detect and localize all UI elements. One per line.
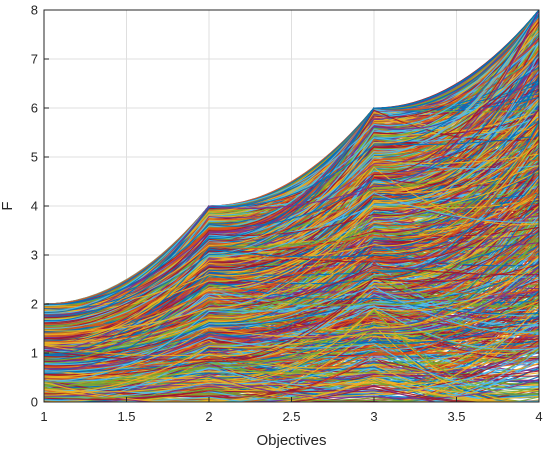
series-line <box>44 164 539 344</box>
series-line <box>44 10 539 317</box>
series-line <box>44 349 539 402</box>
series-line <box>44 207 539 355</box>
x-tick-label: 3.5 <box>447 409 465 424</box>
series-line <box>44 124 539 344</box>
series-line <box>44 189 539 329</box>
series-line <box>44 55 539 325</box>
y-tick-label: 0 <box>31 395 38 410</box>
series-line <box>44 170 539 336</box>
series-line <box>44 266 539 372</box>
series-line <box>44 373 539 397</box>
series-line <box>44 337 539 390</box>
series-line <box>44 300 539 377</box>
y-tick-label: 3 <box>31 248 38 263</box>
series-line <box>44 141 539 365</box>
series-line <box>44 10 539 305</box>
series-line <box>44 56 539 314</box>
series-line <box>44 128 539 345</box>
x-tick-label: 1.5 <box>117 409 135 424</box>
series-line <box>44 309 539 395</box>
series-line <box>44 321 539 398</box>
series-line <box>44 348 539 402</box>
x-tick-label: 3 <box>370 409 377 424</box>
series-line <box>44 285 539 382</box>
series-line <box>44 232 539 361</box>
series-line <box>44 189 539 337</box>
series-line <box>44 346 539 392</box>
x-axis-label: Objectives <box>256 432 326 449</box>
x-tick-label: 2.5 <box>282 409 300 424</box>
series-line <box>44 141 539 329</box>
series-line <box>44 293 539 374</box>
x-tick-label: 2 <box>205 409 212 424</box>
series-line <box>44 263 539 393</box>
series-line <box>44 271 539 370</box>
series-line <box>44 264 539 340</box>
y-tick-label: 7 <box>31 52 38 67</box>
series-line <box>44 121 539 360</box>
y-axis-label: F <box>0 201 16 210</box>
series-line <box>44 263 539 377</box>
y-tick-label: 8 <box>31 3 38 18</box>
series-line <box>44 135 539 344</box>
series-line <box>44 68 539 317</box>
series-line <box>44 357 539 399</box>
series-line <box>44 228 539 383</box>
series-line <box>44 401 539 402</box>
series-line <box>44 10 539 312</box>
series-lines <box>44 10 539 402</box>
x-tick-label: 4 <box>535 409 542 424</box>
series-line <box>44 10 539 322</box>
series-line <box>44 10 539 322</box>
x-tick-label: 1 <box>40 409 47 424</box>
series-line <box>44 10 539 317</box>
series-line <box>44 192 539 329</box>
y-tick-label: 5 <box>31 150 38 165</box>
series-line <box>44 269 539 360</box>
series-line <box>44 10 539 312</box>
y-ticks: 0 1 2 3 4 5 6 7 8 <box>31 3 49 410</box>
series-line <box>44 302 539 371</box>
series-line <box>44 51 539 305</box>
series-line <box>44 297 539 356</box>
y-tick-label: 6 <box>31 101 38 116</box>
series-line <box>44 166 539 355</box>
series-line <box>44 401 539 402</box>
series-line <box>44 135 539 316</box>
series-line <box>44 10 539 308</box>
series-line <box>44 244 539 369</box>
series-line <box>44 142 539 332</box>
y-tick-label: 1 <box>31 346 38 361</box>
series-line <box>44 305 539 397</box>
series-line <box>44 379 539 402</box>
series-line <box>44 255 539 393</box>
series-line <box>44 137 539 330</box>
y-tick-label: 2 <box>31 297 38 312</box>
x-ticks: 1 1.5 2 2.5 3 3.5 4 <box>40 397 543 424</box>
y-tick-label: 4 <box>31 199 38 214</box>
